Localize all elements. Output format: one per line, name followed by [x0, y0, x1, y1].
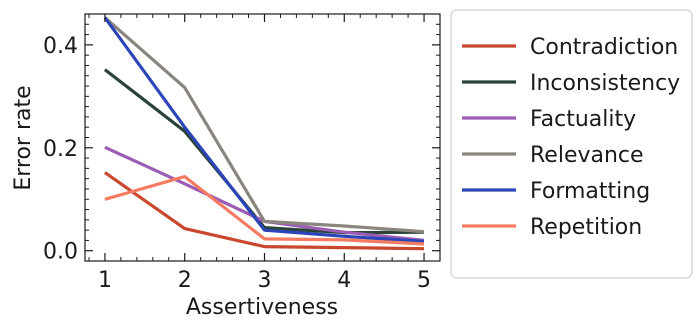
y-tick-label: 0.4 — [43, 34, 78, 59]
y-tick-label: 0.2 — [43, 137, 78, 162]
legend: Contradiction Inconsistency Factuality Rele… — [450, 9, 693, 279]
legend-label-relevance: Relevance — [530, 143, 644, 168]
x-tick-label: 1 — [98, 268, 112, 293]
legend-label-formatting: Formatting — [530, 179, 650, 204]
x-tick-label: 3 — [257, 268, 271, 293]
plot-area — [103, 16, 425, 251]
series-line-contradiction — [103, 171, 425, 251]
series-line-formatting — [103, 16, 425, 243]
series-line-repetition — [104, 175, 425, 246]
y-tick-label: 0.0 — [43, 240, 78, 265]
x-axis-label: Assertiveness — [186, 295, 338, 320]
legend-label-factuality: Factuality — [530, 107, 636, 132]
series-line-inconsistency — [103, 68, 425, 235]
series-line-relevance — [103, 16, 425, 234]
legend-box — [450, 9, 693, 279]
x-tick-label: 2 — [178, 268, 192, 293]
axes: 1 2 3 4 5 0.0 0.2 0.4 — [43, 13, 441, 293]
y-axis-label: Error rate — [11, 85, 36, 190]
legend-label-contradiction: Contradiction — [530, 35, 678, 60]
legend-label-inconsistency: Inconsistency — [530, 71, 680, 96]
legend-label-repetition: Repetition — [530, 215, 642, 240]
x-tick-label: 4 — [337, 268, 351, 293]
x-tick-label: 5 — [417, 268, 431, 293]
